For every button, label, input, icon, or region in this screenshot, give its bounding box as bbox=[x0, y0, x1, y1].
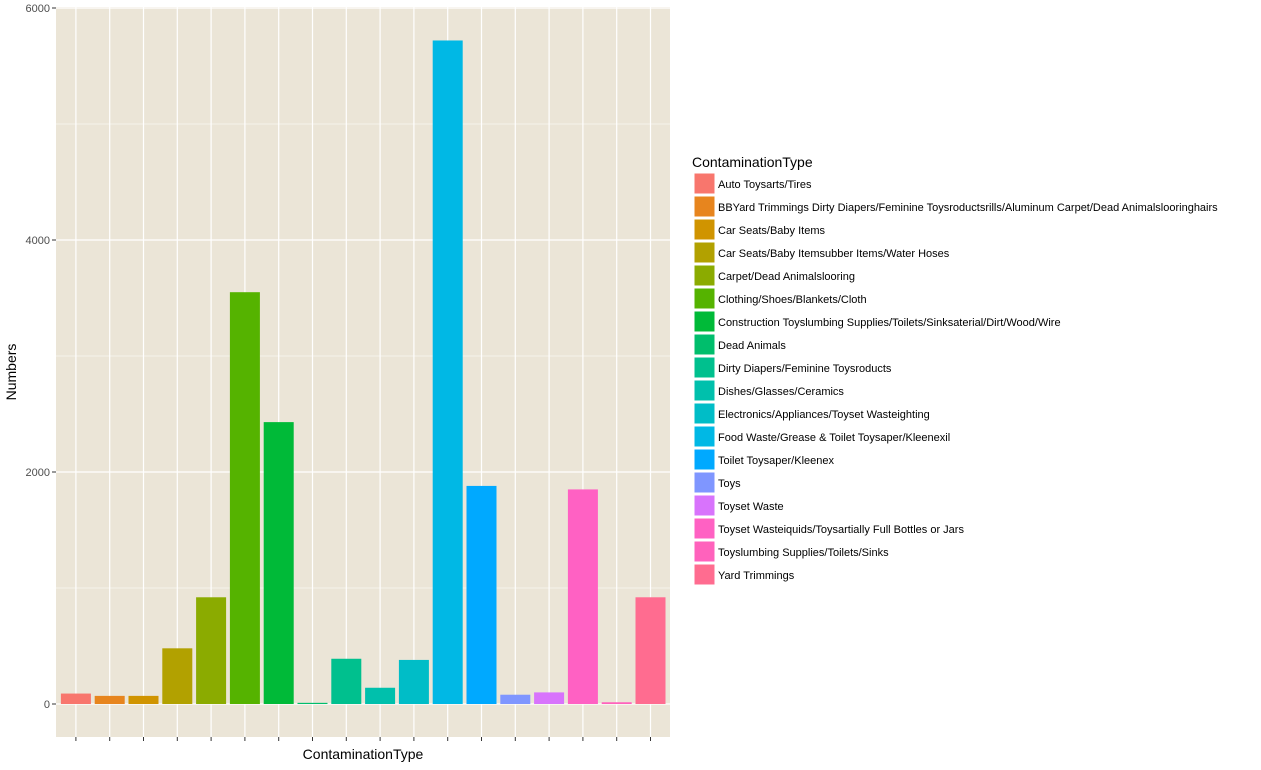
legend-label: Clothing/Shoes/Blankets/Cloth bbox=[718, 294, 867, 306]
legend-key bbox=[693, 494, 716, 517]
legend-key bbox=[693, 471, 716, 494]
legend-key bbox=[693, 540, 716, 563]
y-tick-label: 0 bbox=[44, 699, 50, 711]
legend-key bbox=[693, 356, 716, 379]
legend-label: Dead Animals bbox=[718, 340, 786, 352]
bar bbox=[365, 687, 396, 704]
legend-label: Toyset Waste bbox=[718, 501, 784, 513]
bar bbox=[601, 702, 632, 704]
legend-label: Construction Toyslumbing Supplies/Toilet… bbox=[718, 317, 1061, 329]
bars bbox=[60, 40, 666, 705]
bar bbox=[635, 597, 666, 704]
legend-label: Yard Trimmings bbox=[718, 570, 795, 582]
bar bbox=[263, 422, 294, 704]
bar bbox=[229, 292, 260, 704]
legend-label: Carpet/Dead Animalslooring bbox=[718, 271, 855, 283]
legend-key bbox=[693, 425, 716, 448]
legend-key bbox=[693, 448, 716, 471]
legend-label: Dishes/Glasses/Ceramics bbox=[718, 386, 844, 398]
legend-label: Electronics/Appliances/Toyset Wasteighti… bbox=[718, 409, 930, 421]
y-tick-label: 2000 bbox=[26, 467, 50, 479]
legend-label: Dirty Diapers/Feminine Toysroducts bbox=[718, 363, 892, 375]
x-axis bbox=[75, 737, 651, 741]
bar bbox=[196, 597, 227, 704]
y-tick-label: 6000 bbox=[26, 3, 50, 15]
bar bbox=[94, 695, 125, 704]
legend-label: Toilet Toysaper/Kleenex bbox=[718, 455, 834, 467]
legend-key bbox=[693, 172, 716, 195]
legend-label: Toyslumbing Supplies/Toilets/Sinks bbox=[718, 547, 889, 559]
legend-key bbox=[693, 241, 716, 264]
bar bbox=[162, 648, 193, 704]
y-axis-title: Numbers bbox=[3, 344, 19, 401]
bar bbox=[331, 658, 362, 704]
legend-label: Food Waste/Grease & Toilet Toysaper/Klee… bbox=[718, 432, 950, 444]
legend: ContaminationType Auto Toysarts/Tires BBY… bbox=[692, 154, 1218, 586]
bar bbox=[398, 659, 429, 704]
legend-label: Toys bbox=[718, 478, 741, 490]
bar bbox=[432, 40, 463, 705]
legend-key bbox=[693, 379, 716, 402]
legend-label: Toyset Wasteiquids/Toysartially Full Bot… bbox=[718, 524, 964, 536]
bar bbox=[466, 485, 497, 704]
legend-title: ContaminationType bbox=[692, 154, 813, 170]
bar bbox=[534, 692, 565, 704]
bar bbox=[567, 489, 598, 704]
legend-label: BBYard Trimmings Dirty Diapers/Feminine … bbox=[718, 202, 1218, 214]
x-axis-title: ContaminationType bbox=[303, 746, 424, 762]
legend-key bbox=[693, 310, 716, 333]
y-tick-label: 4000 bbox=[26, 235, 50, 247]
legend-key bbox=[693, 517, 716, 540]
legend-key bbox=[693, 218, 716, 241]
y-axis: 0 2000 4000 6000 bbox=[26, 3, 56, 711]
legend-key bbox=[693, 195, 716, 218]
legend-key bbox=[693, 333, 716, 356]
plot-panel bbox=[56, 7, 670, 737]
legend-label: Car Seats/Baby Itemsubber Items/Water Ho… bbox=[718, 248, 950, 260]
legend-key bbox=[693, 402, 716, 425]
bar bbox=[500, 694, 531, 704]
legend-label: Auto Toysarts/Tires bbox=[718, 179, 812, 191]
bar bbox=[60, 693, 91, 704]
legend-label: Car Seats/Baby Items bbox=[718, 225, 825, 237]
legend-key bbox=[693, 264, 716, 287]
legend-key bbox=[693, 287, 716, 310]
legend-key bbox=[693, 563, 716, 586]
bar bbox=[297, 702, 328, 704]
bar bbox=[128, 695, 159, 704]
